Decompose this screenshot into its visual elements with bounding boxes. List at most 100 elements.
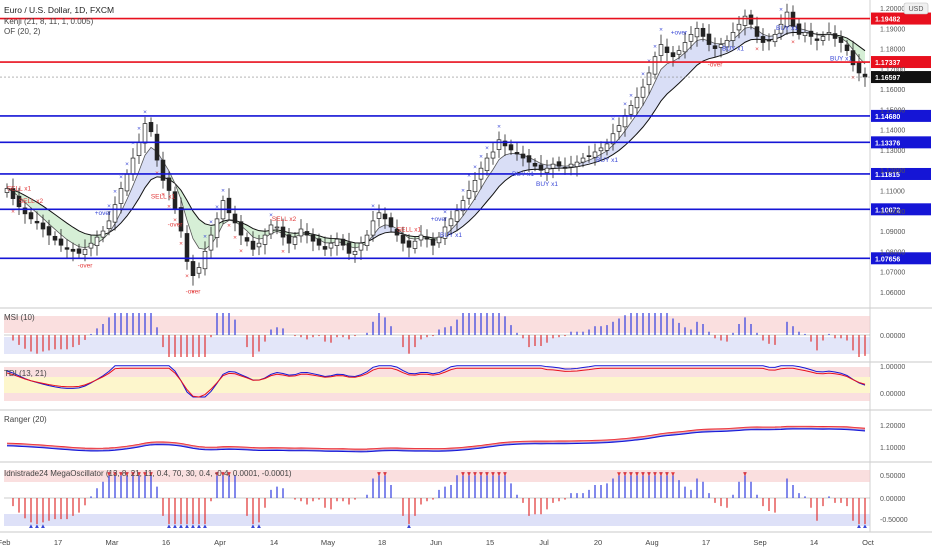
candle-body [760, 36, 766, 43]
buy-cross-mark: × [107, 203, 111, 210]
candle-body [844, 44, 850, 51]
candle-body [670, 52, 676, 58]
mega-top-marker: ▼ [226, 471, 232, 478]
y-tick-label: 1.13000 [880, 148, 905, 155]
candle-body [814, 38, 820, 41]
y-tick-label: 1.16000 [880, 87, 905, 94]
signal-label: +over [431, 216, 448, 223]
candle-body [730, 32, 736, 41]
candle-body [544, 167, 550, 174]
level-tag-label: 1.14680 [875, 114, 900, 121]
candle-body [430, 238, 436, 246]
candle-body [658, 44, 664, 56]
buy-cross-mark: × [473, 164, 477, 171]
candle-body [826, 32, 832, 35]
tdi-line-blue [6, 365, 866, 398]
buy-cross-mark: × [269, 212, 273, 219]
sell-cross-mark: × [167, 203, 171, 210]
mega-top-marker: ▼ [622, 471, 628, 478]
sell-cross-mark: × [239, 248, 243, 255]
overlay-label-of: OF (20, 2) [4, 27, 41, 36]
candle-body [676, 50, 682, 55]
level-tag [871, 252, 931, 265]
mega-top-marker: ▼ [112, 471, 118, 478]
x-tick-label: 17 [54, 538, 62, 547]
price-panel[interactable]: ××××××××××××××××××××××××××××××××××××××××… [0, 0, 870, 296]
x-tick-label: Apr [214, 538, 226, 547]
candle-body [16, 195, 22, 208]
x-tick-label: May [321, 538, 335, 547]
candle-body [40, 222, 46, 230]
buy-cross-mark: × [479, 154, 483, 161]
candle-body [10, 188, 16, 199]
buy-cross-mark: × [485, 145, 489, 152]
mega-lower-band [4, 514, 870, 526]
tdi-line-red [6, 367, 866, 398]
candle-body [238, 221, 244, 236]
candle-body [82, 248, 88, 255]
candle-body [628, 105, 634, 115]
candle-body [550, 163, 556, 169]
y-tick-label: 1.18000 [880, 47, 905, 54]
candle-body [250, 240, 256, 250]
candle-body [64, 247, 70, 250]
sell-cross-mark: × [179, 241, 183, 248]
y-tick-label: 1.15000 [880, 107, 905, 114]
cloud-segment [325, 237, 331, 243]
ranger-tick: 1.10000 [880, 445, 905, 452]
mega-bottom-marker: ▲ [34, 523, 40, 530]
candle-body [328, 242, 334, 249]
candle-body [400, 234, 406, 244]
candle-body [190, 261, 196, 276]
signal-label: BUY x1 [722, 45, 744, 52]
mega-top-marker: ▼ [118, 471, 124, 478]
candle-body [532, 162, 538, 167]
currency-button[interactable] [903, 2, 929, 15]
cloud-segment [625, 122, 631, 146]
signal-label: -over [708, 62, 724, 69]
candle-body [382, 213, 388, 220]
tdi-upper-band [4, 367, 870, 377]
candle-body [274, 226, 280, 229]
candle-body [346, 242, 352, 254]
signal-label: -over [168, 222, 184, 229]
cloud-segment [787, 25, 793, 34]
level-tag-label: 1.07656 [875, 256, 900, 263]
candle-body [574, 161, 580, 167]
msi-label: MSI (10) [4, 313, 35, 322]
candle-body [520, 153, 526, 159]
overlay-label-kenji: Kenji (21, 8, 11, 1, 0.005) [4, 17, 94, 26]
x-tick-label: Aug [645, 538, 658, 547]
mega-bottom-marker: ▲ [862, 523, 868, 530]
mega-top-marker: ▼ [616, 471, 622, 478]
cloud-segment [673, 57, 679, 89]
y-tick-label: 1.19000 [880, 26, 905, 33]
buy-cross-mark: × [443, 209, 447, 216]
candle-body [94, 236, 100, 246]
candle-body [490, 151, 496, 159]
candle-body [142, 123, 148, 144]
mega-top-marker: ▼ [130, 471, 136, 478]
y-tick-label: 1.07000 [880, 270, 905, 277]
candle-body [598, 147, 604, 152]
level-tag [871, 56, 931, 69]
cloud-segment [667, 61, 673, 95]
candle-body [664, 46, 670, 54]
indicator-panels: ▲ ▲ ▲▼ ▼ ▼ ▼ ▼ ▼ ▼ ▼▲ ▲ ▲ ▲ ▲ ▲ ▲▼ ▼ ▼▲ ▲▼ ▼▲▼ ▼ ▼ ▼ ▼ ▼ ▼ ▼ ▼ ▼ ▼ ▼ ▼ ▼… [4, 313, 870, 530]
candle-body [298, 228, 304, 237]
candle-body [124, 173, 130, 192]
candle-body [406, 240, 412, 248]
signal-label: BUY x1 [440, 232, 462, 239]
candle-body [316, 238, 322, 246]
mega-top-marker: ▼ [502, 471, 508, 478]
cloud-segment [499, 155, 505, 187]
x-tick-label: 14 [810, 538, 818, 547]
candle-body [850, 50, 856, 66]
candle-body [442, 226, 448, 239]
mega-bottom-marker: ▲ [178, 523, 184, 530]
mega-bottom-marker: ▲ [406, 523, 412, 530]
sell-cross-mark: × [791, 39, 795, 46]
candle-body [808, 30, 814, 37]
cloud-segment [679, 52, 685, 84]
candle-body [202, 250, 208, 270]
